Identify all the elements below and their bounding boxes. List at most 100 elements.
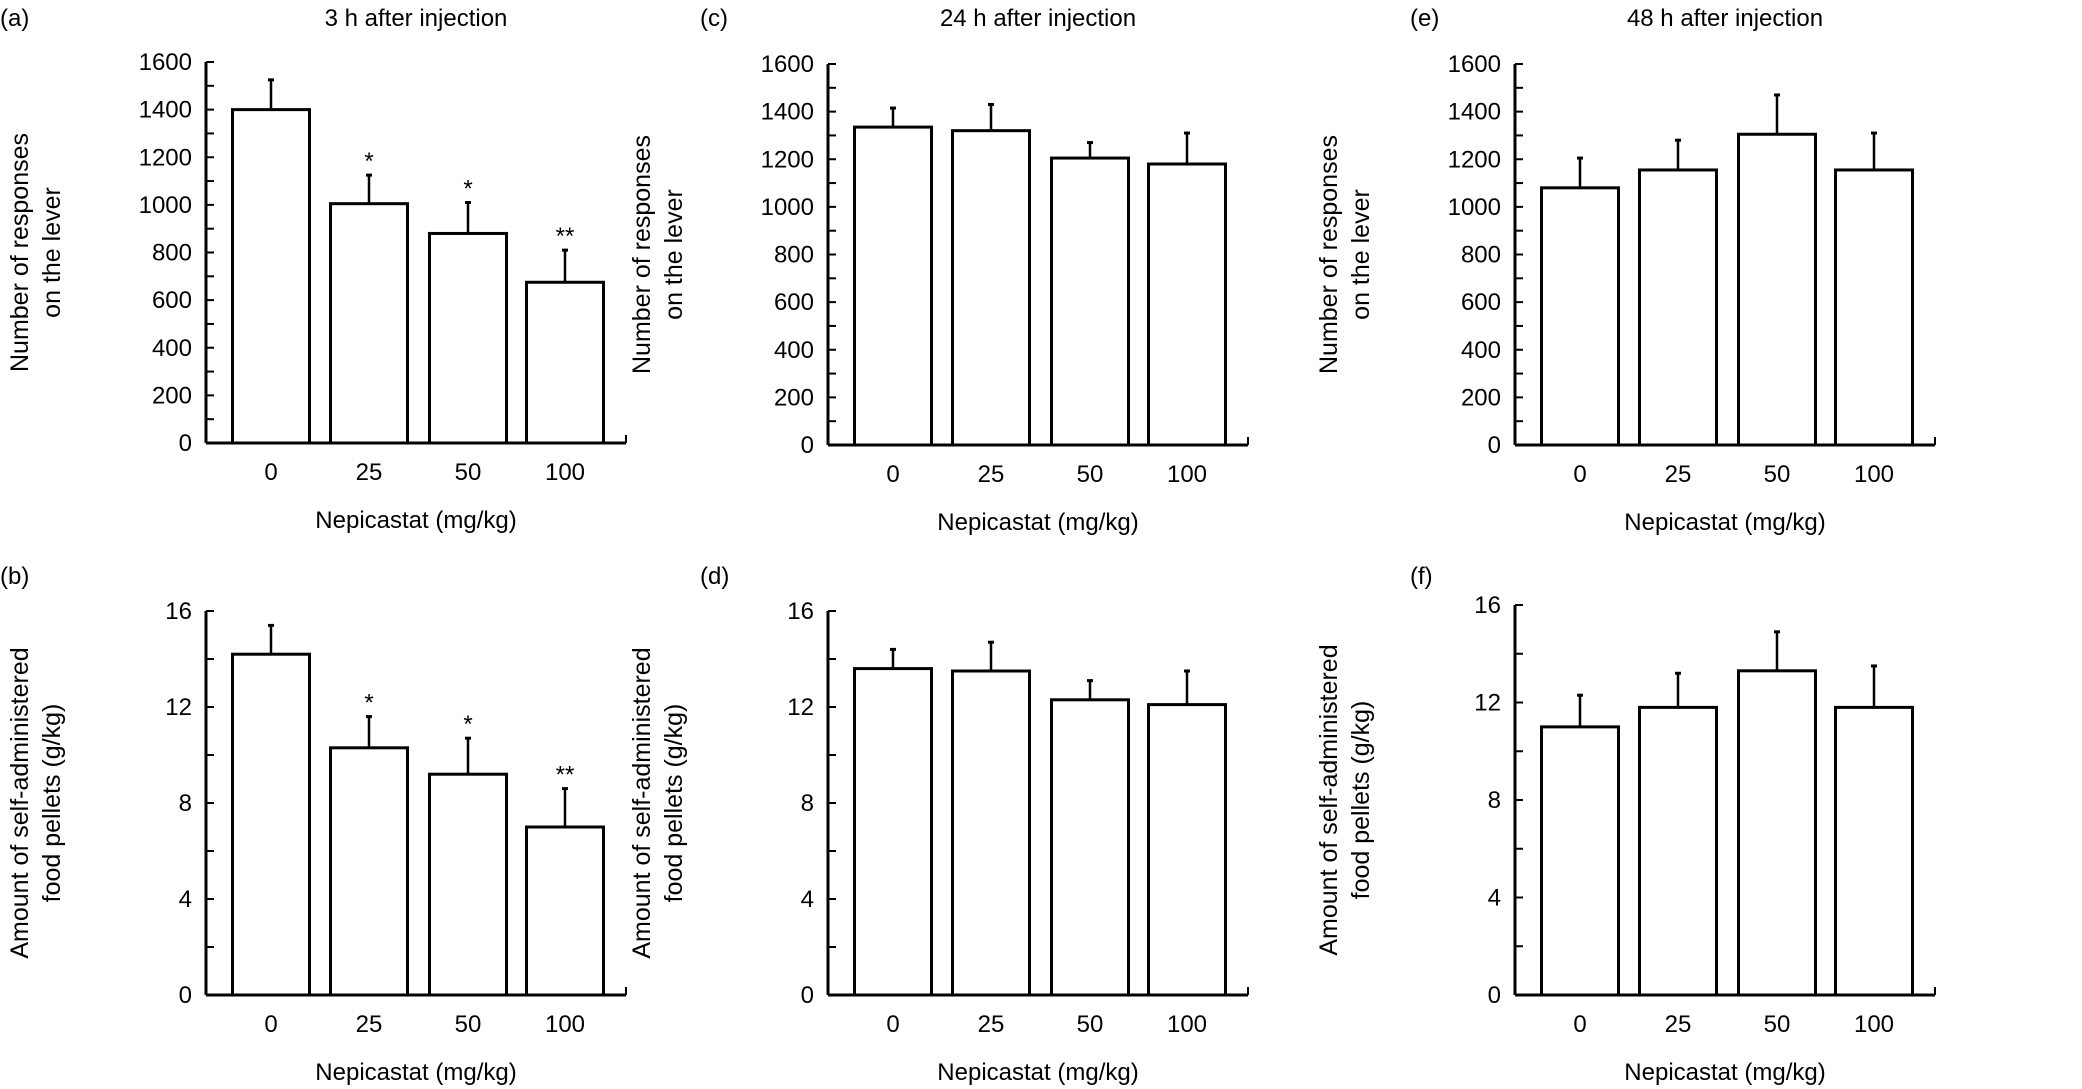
bar <box>525 280 605 445</box>
y-tick-label: 8 <box>801 790 814 817</box>
bar <box>853 125 933 447</box>
y-tick-label: 4 <box>1488 885 1501 912</box>
panel-label: (d) <box>700 563 729 590</box>
x-tick-label: 0 <box>264 459 277 486</box>
y-tick-label: 0 <box>179 982 192 1009</box>
x-tick-label: 100 <box>545 459 585 486</box>
y-axis-label: on the lever <box>1347 189 1375 320</box>
x-tick-label: 0 <box>886 461 899 488</box>
panel-c: (c) 24 h after injection02004006008001000… <box>628 5 1249 536</box>
x-tick-label: 25 <box>356 459 383 486</box>
x-tick-label: 50 <box>1077 461 1104 488</box>
y-tick-label: 1200 <box>1448 146 1501 173</box>
panel-label: (f) <box>1410 563 1433 590</box>
y-tick-label: 12 <box>165 694 192 721</box>
y-tick-label: 600 <box>774 289 814 316</box>
y-tick-label: 1000 <box>1448 194 1501 221</box>
y-axis-label: food pellets (g/kg) <box>660 704 688 903</box>
y-axis-label: Amount of self-administered <box>6 647 34 958</box>
panel-label: (a) <box>0 5 29 32</box>
x-axis-label: Nepicastat (mg/kg) <box>937 509 1138 536</box>
panel-f: (f) 0 4 8 12 16 Amount of self-administered foo… <box>1315 563 1936 1086</box>
y-tick-label: 200 <box>1461 384 1501 411</box>
y-tick-label: 1000 <box>139 192 192 219</box>
y-tick-label: 200 <box>152 382 192 409</box>
panel-title: 3 h after injection <box>325 5 508 32</box>
x-tick-label: 0 <box>1573 1011 1586 1038</box>
bar <box>231 108 311 445</box>
y-tick-label: 0 <box>1488 982 1501 1009</box>
y-tick-label: 1400 <box>761 99 814 126</box>
y-tick-label: 800 <box>1461 242 1501 269</box>
x-tick-label: 25 <box>978 1011 1005 1038</box>
panel-a: (a) 3 h after injection 0 200 400 600 800 1000 1… <box>0 5 627 534</box>
y-tick-label: 16 <box>787 598 814 625</box>
x-tick-label: 0 <box>264 1011 277 1038</box>
y-tick-label: 400 <box>774 337 814 364</box>
y-tick-label: 600 <box>152 287 192 314</box>
bar <box>951 669 1031 997</box>
significance-marker: ** <box>556 223 575 250</box>
x-axis-label: Nepicastat (mg/kg) <box>937 1059 1138 1086</box>
x-tick-label: 50 <box>455 459 482 486</box>
significance-marker: * <box>463 711 472 738</box>
y-tick-label: 400 <box>152 335 192 362</box>
y-axis-label: Number of responses <box>1315 135 1343 374</box>
x-tick-label: 25 <box>356 1011 383 1038</box>
x-tick-label: 100 <box>1167 461 1207 488</box>
y-tick-label: 4 <box>179 886 192 913</box>
y-tick-label: 1600 <box>761 51 814 78</box>
y-axis-label: food pellets (g/kg) <box>38 704 66 903</box>
y-axis-label: Number of responses <box>628 135 656 374</box>
x-tick-label: 0 <box>886 1011 899 1038</box>
x-tick-label: 100 <box>1854 1011 1894 1038</box>
x-axis-label: Nepicastat (mg/kg) <box>315 1059 516 1086</box>
panel-title: 48 h after injection <box>1627 5 1823 32</box>
x-tick-label: 100 <box>1167 1011 1207 1038</box>
y-tick-label: 1400 <box>1448 99 1501 126</box>
x-tick-label: 100 <box>1854 461 1894 488</box>
bar <box>231 652 311 997</box>
y-tick-label: 800 <box>774 242 814 269</box>
y-axis-label: Number of responses <box>6 133 34 372</box>
y-tick-label: 1400 <box>139 97 192 124</box>
bar <box>428 231 508 445</box>
significance-marker: * <box>364 148 373 175</box>
x-axis-label: Nepicastat (mg/kg) <box>1624 509 1825 536</box>
bar <box>1834 168 1914 447</box>
bar <box>853 667 933 997</box>
y-tick-label: 800 <box>152 240 192 267</box>
y-axis-label: food pellets (g/kg) <box>1347 701 1375 900</box>
panel-d: (d) 0 4 8 12 16 Amount of self-administered foo… <box>628 563 1249 1086</box>
bar <box>525 825 605 997</box>
panel-label: (c) <box>700 5 728 32</box>
bar <box>1050 156 1130 447</box>
bar <box>1737 132 1817 447</box>
y-tick-label: 0 <box>801 432 814 459</box>
x-axis-label: Nepicastat (mg/kg) <box>1624 1059 1825 1086</box>
y-tick-label: 12 <box>1474 690 1501 717</box>
panel-label: (b) <box>0 563 29 590</box>
y-axis-label: on the lever <box>38 187 66 318</box>
x-axis-label: Nepicastat (mg/kg) <box>315 507 516 534</box>
y-tick-label: 8 <box>179 790 192 817</box>
y-tick-label: 8 <box>1488 787 1501 814</box>
y-tick-label: 1000 <box>761 194 814 221</box>
panel-label: (e) <box>1410 5 1439 32</box>
x-tick-label: 50 <box>1077 1011 1104 1038</box>
x-tick-label: 100 <box>545 1011 585 1038</box>
bar <box>1540 186 1620 447</box>
significance-marker: ** <box>556 762 575 789</box>
bar <box>1638 168 1718 447</box>
panel-b: (b) 0 4 8 12 16 Amount of self-administered foo… <box>0 563 627 1086</box>
y-tick-label: 1200 <box>761 146 814 173</box>
y-tick-label: 600 <box>1461 289 1501 316</box>
panel-e: (e) 48 h after injection02004006008001000… <box>1315 5 1936 536</box>
x-tick-label: 50 <box>1764 1011 1791 1038</box>
y-tick-label: 0 <box>1488 432 1501 459</box>
bar <box>1638 705 1718 997</box>
y-tick-label: 1200 <box>139 144 192 171</box>
bar <box>1147 703 1227 997</box>
bar <box>1737 669 1817 997</box>
